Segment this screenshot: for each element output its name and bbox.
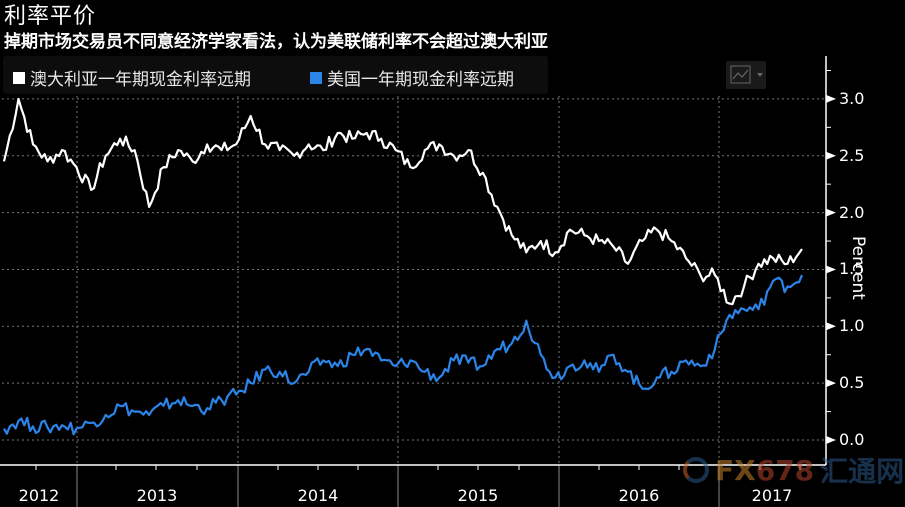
y-tick-label: 1.5 xyxy=(839,259,865,279)
chart-title: 利率平价 xyxy=(4,4,97,29)
x-year-label: 2017 xyxy=(751,486,793,505)
watermark-fx: FX xyxy=(715,453,756,487)
watermark-cn: 汇通网 xyxy=(820,455,905,488)
watermark-num: 678 xyxy=(755,453,815,487)
aus-series-line xyxy=(2,97,803,306)
y-tick-label: 0.0 xyxy=(839,430,865,449)
y-axis-label: Percent xyxy=(848,236,868,300)
legend-label-aus: 澳大利亚一年期现金利率远期 xyxy=(30,70,251,90)
fx678-logo-icon xyxy=(683,457,709,483)
line-chart-icon xyxy=(730,65,751,84)
y-tick-label: 0.5 xyxy=(839,373,865,393)
x-year-label: 2014 xyxy=(297,486,339,505)
axes xyxy=(0,56,836,507)
blue-square-icon xyxy=(310,71,322,84)
x-year-label: 2015 xyxy=(457,486,499,505)
y-tick-label: 2.0 xyxy=(839,202,865,222)
us-series-line xyxy=(3,274,804,436)
watermark: FX 678 汇通网 xyxy=(683,450,904,490)
y-tick-label: 2.5 xyxy=(839,145,865,165)
caret-down-icon[interactable] xyxy=(757,73,763,77)
x-year-label: 2013 xyxy=(136,486,178,505)
white-square-icon xyxy=(13,71,25,84)
legend-label-us: 美国一年期现金利率远期 xyxy=(327,70,514,90)
chart-subtitle: 掉期市场交易员不同意经济学家看法，认为美联储利率不会超过澳大利亚 xyxy=(4,32,548,52)
y-tick-label: 3.0 xyxy=(839,88,865,108)
y-tick-label: 1.0 xyxy=(839,316,865,336)
legend-item-us[interactable]: 美国一年期现金利率远期 xyxy=(310,65,514,90)
gridlines xyxy=(2,96,826,465)
x-year-label: 2016 xyxy=(618,486,660,505)
x-year-label: 2012 xyxy=(18,486,60,505)
legend-item-aus[interactable]: 澳大利亚一年期现金利率远期 xyxy=(13,65,251,90)
legend: 澳大利亚一年期现金利率远期 美国一年期现金利率远期 xyxy=(3,56,548,94)
chart-type-button[interactable] xyxy=(726,61,766,89)
